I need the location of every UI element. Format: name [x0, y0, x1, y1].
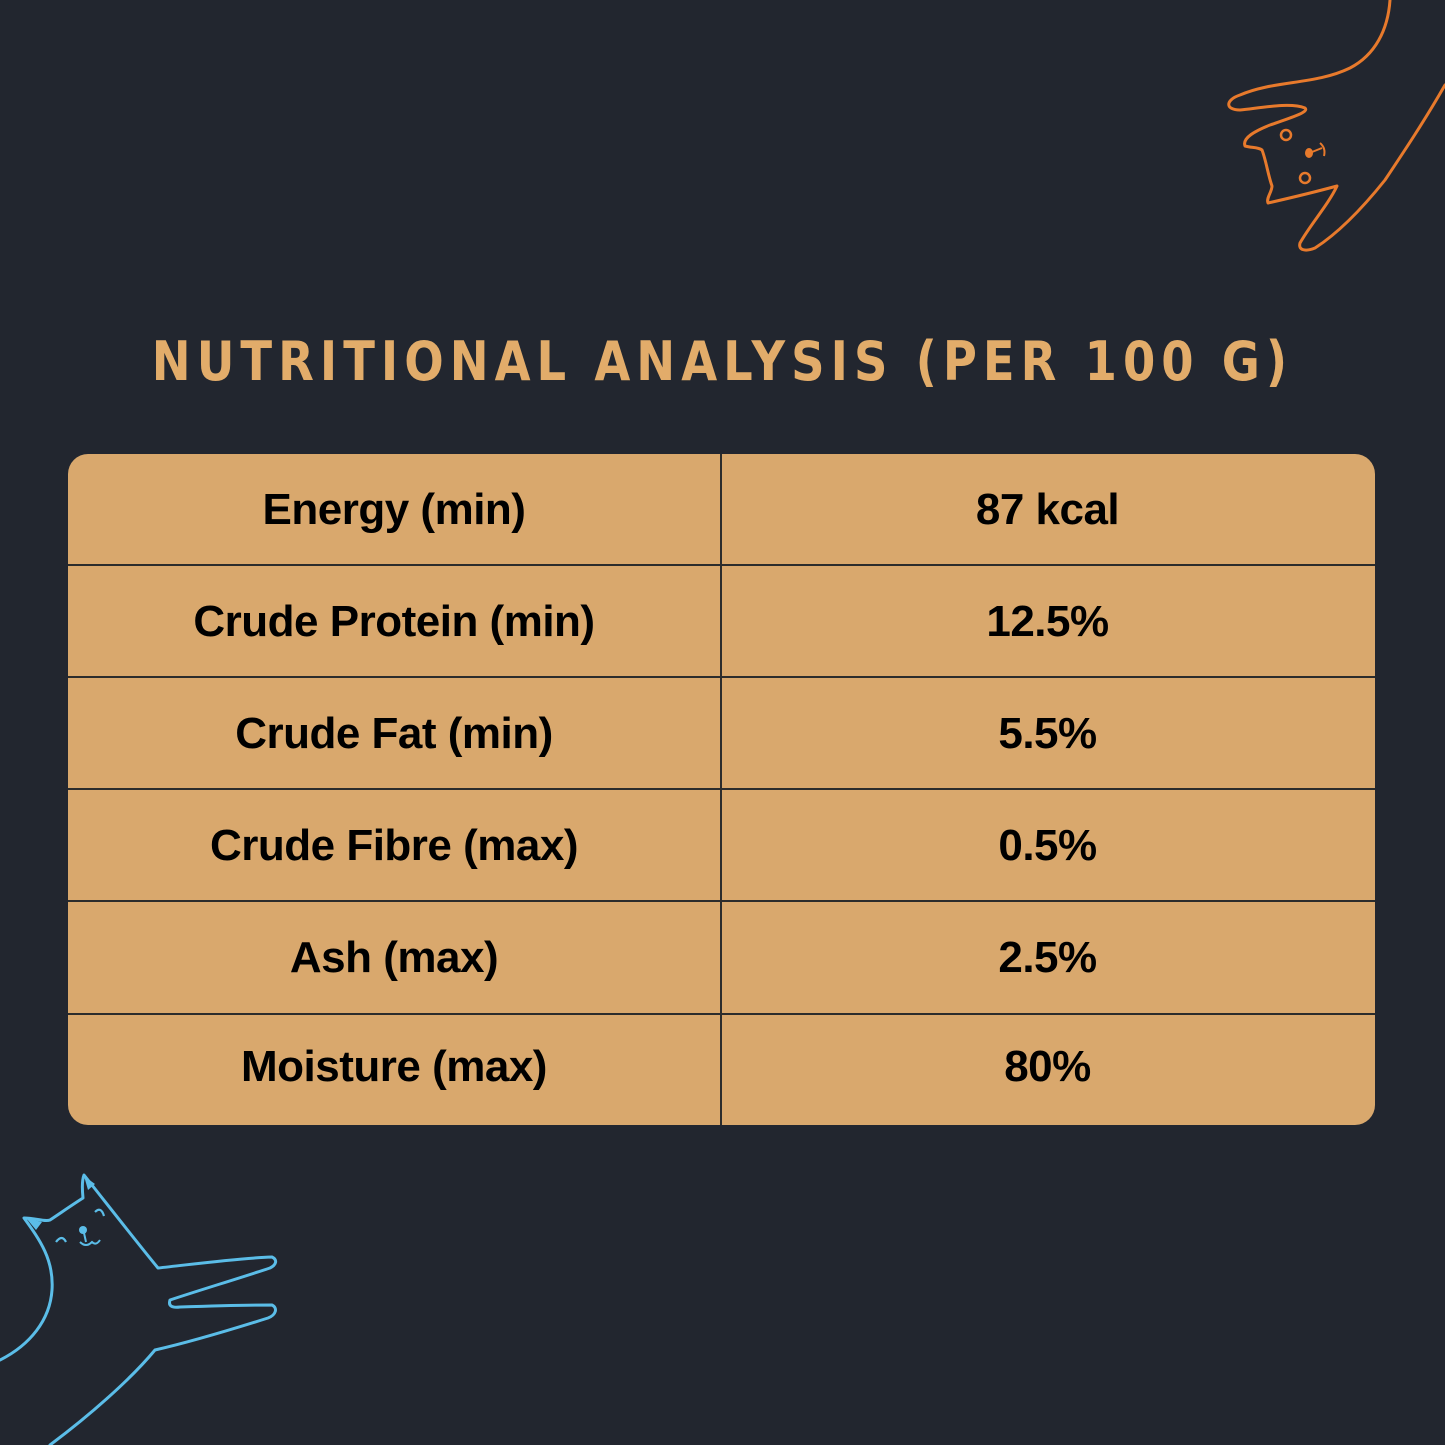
nutrient-label: Crude Protein (min) [193, 596, 595, 646]
nutrient-value: 87 kcal [975, 484, 1120, 534]
nutrient-value: 80% [1004, 1042, 1091, 1091]
blue-cat-icon [0, 1173, 278, 1445]
table-row: Ash (max) 2.5% [68, 902, 1375, 1014]
nutrient-label: Ash (max) [289, 933, 499, 982]
nutrition-table: Energy (min) 87 kcal Crude Protein (min)… [68, 454, 1375, 1125]
table-row: Crude Fat (min) 5.5% [68, 678, 1375, 789]
nutrient-label: Crude Fat (min) [235, 708, 553, 758]
row-divider [68, 1013, 1375, 1015]
table-row: Energy (min) 87 kcal [68, 454, 1375, 565]
row-divider [68, 788, 1375, 790]
row-divider [68, 676, 1375, 678]
page-title: NUTRITIONAL ANALYSIS (PER 100 G) [151, 330, 1294, 393]
nutrient-value: 12.5% [986, 596, 1109, 646]
nutrient-value: 0.5% [998, 820, 1097, 870]
nutrient-value: 5.5% [998, 708, 1097, 758]
nutrient-label: Crude Fibre (max) [209, 820, 579, 870]
nutrient-value: 2.5% [998, 933, 1097, 982]
row-divider [68, 564, 1375, 566]
table-row: Moisture (max) 80% [68, 1015, 1375, 1119]
table-row: Crude Fibre (max) 0.5% [68, 790, 1375, 901]
orange-cat-icon [1227, 0, 1445, 252]
nutrient-label: Energy (min) [262, 484, 526, 534]
nutrient-label: Moisture (max) [241, 1042, 547, 1091]
row-divider [68, 900, 1375, 902]
table-row: Crude Protein (min) 12.5% [68, 566, 1375, 677]
